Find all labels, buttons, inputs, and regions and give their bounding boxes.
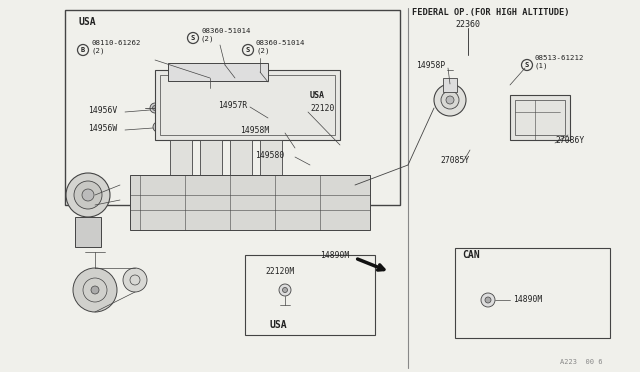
Bar <box>510 95 570 140</box>
Circle shape <box>66 173 110 217</box>
Bar <box>75 217 101 247</box>
Bar <box>245 255 375 335</box>
Text: S: S <box>191 35 195 41</box>
Text: USA: USA <box>78 17 95 27</box>
Text: 08360-51014
(2): 08360-51014 (2) <box>256 40 305 54</box>
Text: 08513-61212
(1): 08513-61212 (1) <box>535 55 584 69</box>
Circle shape <box>123 268 147 292</box>
Bar <box>65 10 400 205</box>
Text: 27085Y: 27085Y <box>440 155 469 164</box>
Bar <box>170 140 192 175</box>
Text: 22360: 22360 <box>456 19 481 29</box>
Circle shape <box>150 103 160 113</box>
Circle shape <box>282 288 287 292</box>
Circle shape <box>434 84 466 116</box>
Text: S: S <box>525 62 529 68</box>
Text: B: B <box>81 47 85 53</box>
Text: 08110-61262
(2): 08110-61262 (2) <box>91 40 141 54</box>
Text: USA: USA <box>310 90 325 99</box>
Text: 14890M: 14890M <box>320 250 349 260</box>
Circle shape <box>153 122 163 132</box>
Text: 27086Y: 27086Y <box>555 135 584 144</box>
Circle shape <box>279 284 291 296</box>
Text: CAN: CAN <box>462 250 479 260</box>
Text: 08360-51014
(2): 08360-51014 (2) <box>201 28 250 42</box>
Circle shape <box>481 293 495 307</box>
Text: 22120: 22120 <box>310 103 334 112</box>
Circle shape <box>73 268 117 312</box>
Circle shape <box>441 91 459 109</box>
Bar <box>443 78 457 92</box>
Bar <box>168 63 268 81</box>
Circle shape <box>485 297 491 303</box>
Text: S: S <box>246 47 250 53</box>
Bar <box>160 75 335 135</box>
Text: USA: USA <box>270 320 287 330</box>
Bar <box>515 100 565 135</box>
Circle shape <box>82 189 94 201</box>
Circle shape <box>74 181 102 209</box>
Bar <box>130 175 370 230</box>
Circle shape <box>156 125 161 129</box>
Circle shape <box>152 106 157 110</box>
Text: 14958P: 14958P <box>416 61 445 70</box>
Circle shape <box>446 96 454 104</box>
Text: 22120M: 22120M <box>265 267 294 276</box>
Text: A223  00 6: A223 00 6 <box>560 359 602 365</box>
Bar <box>155 70 340 140</box>
Bar <box>455 248 610 338</box>
Text: 14956W: 14956W <box>88 124 117 132</box>
Text: 14958M: 14958M <box>240 125 269 135</box>
Circle shape <box>91 286 99 294</box>
Text: 149580: 149580 <box>255 151 284 160</box>
Text: 14890M: 14890M <box>513 295 542 305</box>
Text: 14956V: 14956V <box>88 106 117 115</box>
Bar <box>200 140 222 175</box>
Text: FEDERAL OP.(FOR HIGH ALTITUDE): FEDERAL OP.(FOR HIGH ALTITUDE) <box>412 7 570 16</box>
Bar <box>260 140 282 175</box>
Bar <box>230 140 252 175</box>
Text: 14957R: 14957R <box>218 100 247 109</box>
